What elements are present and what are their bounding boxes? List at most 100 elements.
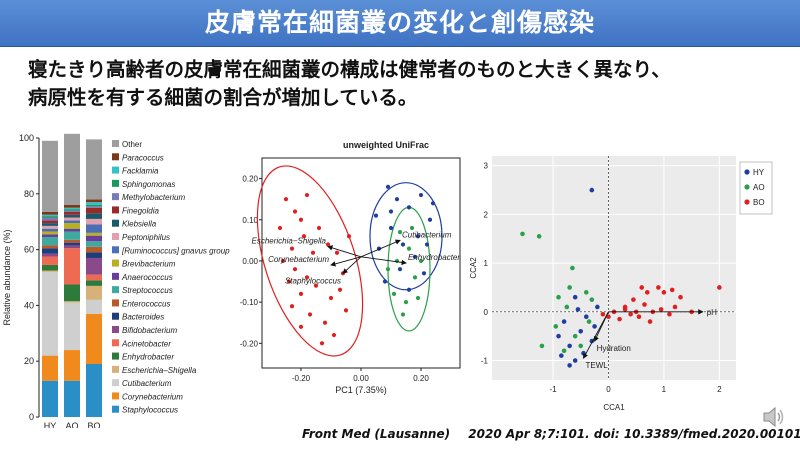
data-point	[292, 209, 298, 214]
legend-label: BO	[753, 198, 765, 207]
data-point	[628, 311, 633, 317]
legend-label: Peptoniphilus	[122, 233, 170, 242]
data-point	[406, 205, 412, 210]
legend-swatch	[112, 219, 119, 227]
bar-segment	[86, 139, 102, 200]
data-point	[412, 254, 418, 259]
subtitle-line-2: 病原性を有する細菌の割合が増加している。	[28, 86, 418, 109]
plot-background	[492, 156, 736, 380]
slide-subtitle: 寝たきり高齢者の皮膚常在細菌叢の構成は健常者のものと大きく異なり、 病原性を有す…	[28, 56, 788, 112]
vector-label: Corynebacterium	[268, 255, 329, 264]
bar-segment	[86, 280, 102, 286]
legend-marker	[744, 199, 750, 205]
legend-swatch	[112, 286, 119, 294]
y-tick-label: 2	[484, 210, 489, 219]
x-tick-label: 2	[717, 385, 722, 394]
bar-segment	[42, 355, 58, 381]
x-tick-label: 0.20	[413, 374, 429, 383]
citation-ref: 2020 Apr 8;7:101. doi: 10.3389/fmed.2020…	[468, 427, 800, 441]
data-point	[572, 358, 578, 363]
x-tick-label: BO	[87, 421, 100, 428]
data-point	[642, 302, 647, 307]
bar-segment	[64, 220, 80, 224]
data-point	[669, 287, 675, 293]
bar-segment	[86, 199, 102, 203]
environment-vector	[583, 311, 609, 359]
bar-segment	[64, 210, 80, 212]
data-point	[280, 258, 286, 264]
bar-segment	[86, 206, 102, 208]
x-axis-label: PC1 (7.35%)	[335, 385, 387, 395]
bar-segment	[86, 207, 102, 214]
data-point	[343, 308, 349, 313]
bar-segment	[86, 313, 102, 364]
bar-segment	[86, 241, 102, 247]
bar-segment	[86, 257, 102, 275]
bar-segment	[64, 242, 80, 246]
data-point	[678, 294, 683, 300]
data-point	[559, 353, 564, 358]
stacked-bar-chart: 0 20 40 60 80 100 Relative abundance (%) HY AO BO…	[2, 133, 230, 428]
bar-segment	[42, 248, 58, 254]
legend-swatch	[112, 153, 119, 161]
bar-segment	[42, 270, 58, 272]
x-tick-label: 1	[662, 385, 667, 394]
legend-label: Facklamia	[122, 167, 159, 176]
bar-segment	[42, 228, 58, 232]
data-point	[415, 234, 421, 239]
vector-label: Staphylococcus	[285, 276, 341, 285]
bar-segment	[42, 271, 58, 356]
legend-label: Brevibacterium	[122, 260, 176, 269]
bar-segment	[42, 217, 58, 221]
bar-segment	[42, 264, 58, 271]
data-point	[385, 184, 391, 189]
legend-label: Klebsiella	[122, 220, 157, 229]
data-point	[644, 290, 650, 295]
data-point	[427, 217, 433, 222]
bar-segment	[64, 248, 80, 285]
data-point	[561, 319, 567, 324]
legend-label: Corynebacterium	[122, 392, 183, 401]
data-point	[595, 304, 600, 310]
data-point	[325, 242, 331, 247]
bar-segment	[64, 301, 80, 303]
citation-journal: Front Med (Lausanne)	[302, 427, 451, 441]
y-tick-label: 100	[19, 133, 34, 143]
data-point	[337, 287, 343, 292]
bar-segment	[42, 211, 58, 215]
legend-label: Other	[122, 140, 142, 149]
speaker-icon[interactable]	[760, 404, 786, 430]
citation: Front Med (Lausanne) 2020 Apr 8;7:101. d…	[302, 427, 800, 441]
data-point	[406, 287, 412, 292]
legend-swatch	[112, 299, 119, 307]
bar-segment	[64, 209, 80, 211]
bar-segment	[42, 256, 58, 265]
data-point	[418, 258, 424, 264]
y-tick-label: 1	[484, 259, 489, 268]
bar-segment	[42, 225, 58, 229]
legend-marker	[744, 169, 750, 175]
bar-segment	[64, 380, 80, 417]
bar-segment	[42, 216, 58, 218]
x-tick-label: -1	[549, 385, 557, 394]
bar-segment	[42, 380, 58, 417]
bar-segment	[42, 245, 58, 249]
data-point	[556, 333, 561, 339]
bar-segment	[42, 231, 58, 235]
legend-marker	[744, 184, 750, 190]
data-point	[639, 285, 645, 290]
data-point	[672, 304, 678, 310]
data-point	[385, 267, 391, 272]
legend-swatch	[112, 326, 119, 333]
bar-segment	[86, 235, 102, 242]
bar-segment	[42, 223, 58, 226]
vector-label: Escherichia−Shigella	[252, 237, 327, 246]
bar-segment	[64, 245, 80, 249]
data-point	[578, 343, 584, 349]
legend-swatch	[112, 352, 119, 360]
bar-segment	[86, 252, 102, 258]
bar-segment	[86, 274, 102, 281]
data-point	[421, 271, 427, 276]
chart-title: unweighted UniFrac	[343, 140, 429, 150]
bar-segment	[86, 285, 102, 300]
